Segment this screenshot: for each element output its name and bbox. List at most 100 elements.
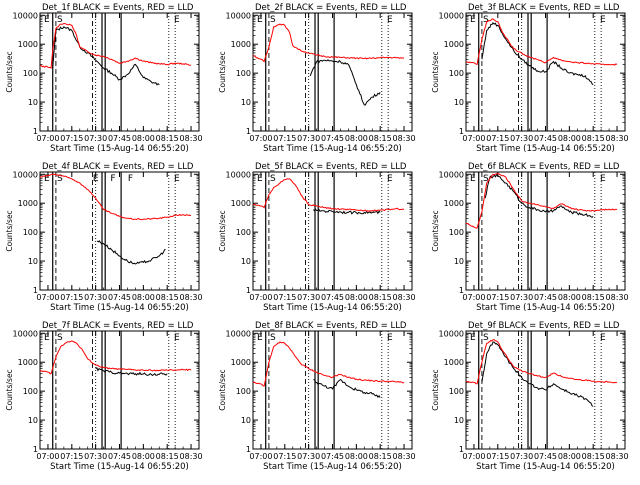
x-tick-label: 08:30 <box>180 134 203 143</box>
y-tick-label: 10000 <box>226 170 251 179</box>
x-axis-label: Start Time (15-Aug-14 06:55:20) <box>476 144 615 154</box>
y-tick-label: 1000 <box>18 40 38 49</box>
x-tick-label: 08:15 <box>156 452 179 461</box>
panel-title: Det_9f BLACK = Events, RED = LLD <box>468 321 620 331</box>
y-tick-label: 10000 <box>226 329 251 338</box>
x-tick-label: 07:30 <box>84 134 107 143</box>
y-tick-label: 10 <box>241 257 251 266</box>
y-tick-label: 1000 <box>231 358 251 367</box>
x-tick-label: 08:00 <box>132 134 155 143</box>
y-tick-label: 1 <box>246 286 251 295</box>
x-tick-label: 07:45 <box>534 452 557 461</box>
x-tick-label: 08:30 <box>393 452 416 461</box>
y-axis-label: Counts/sec <box>431 369 440 410</box>
x-axis-label: Start Time (15-Aug-14 06:55:20) <box>263 303 402 313</box>
panel-title: Det_8f BLACK = Events, RED = LLD <box>255 321 407 331</box>
y-tick-label: 100 <box>236 387 251 396</box>
top-marker-label: S <box>57 174 63 184</box>
plot-frame <box>252 171 413 291</box>
x-axis-label: Start Time (15-Aug-14 06:55:20) <box>476 303 615 313</box>
x-tick-label: 07:30 <box>510 134 533 143</box>
y-tick-label: 10000 <box>226 11 251 20</box>
x-tick-label: 08:00 <box>345 134 368 143</box>
x-tick-label: 07:00 <box>462 134 485 143</box>
y-axis-label: Counts/sec <box>431 210 440 251</box>
y-tick-label: 1000 <box>18 199 38 208</box>
x-tick-label: 07:30 <box>84 452 107 461</box>
y-tick-label: 1000 <box>231 199 251 208</box>
x-tick-label: 08:30 <box>180 452 203 461</box>
top-marker-label: S <box>57 15 63 25</box>
x-tick-label: 08:30 <box>606 134 629 143</box>
y-tick-label: 10 <box>454 98 464 107</box>
y-tick-label: 100 <box>449 387 464 396</box>
y-tick-label: 1 <box>33 127 38 136</box>
top-marker-label: E <box>600 333 606 343</box>
y-axis-label: Counts/sec <box>218 51 227 92</box>
x-tick-label: 07:30 <box>510 452 533 461</box>
y-tick-label: 10000 <box>439 329 464 338</box>
y-tick-label: 10 <box>454 416 464 425</box>
x-tick-label: 07:15 <box>60 452 83 461</box>
top-marker-label: E <box>174 15 180 25</box>
x-tick-label: 08:15 <box>369 293 392 302</box>
panel-title: Det_6f BLACK = Events, RED = LLD <box>468 162 620 172</box>
events-series-line <box>481 341 594 407</box>
x-tick-label: 08:00 <box>132 452 155 461</box>
y-tick-label: 100 <box>449 69 464 78</box>
x-tick-label: 08:00 <box>345 452 368 461</box>
y-tick-label: 1000 <box>444 199 464 208</box>
top-marker-label: E <box>44 333 50 343</box>
y-tick-label: 100 <box>23 228 38 237</box>
x-tick-label: 07:00 <box>36 452 59 461</box>
y-tick-label: 1000 <box>444 358 464 367</box>
x-axis-label: Start Time (15-Aug-14 06:55:20) <box>50 303 189 313</box>
x-tick-label: 07:45 <box>534 293 557 302</box>
x-tick-label: 07:00 <box>249 293 272 302</box>
x-tick-label: 07:15 <box>273 293 296 302</box>
top-marker-label: E <box>93 174 99 184</box>
events-series-line <box>313 379 381 398</box>
y-axis-label: Counts/sec <box>5 210 14 251</box>
x-tick-label: 07:15 <box>273 134 296 143</box>
x-tick-label: 07:45 <box>321 293 344 302</box>
x-axis-label: Start Time (15-Aug-14 06:55:20) <box>50 462 189 472</box>
top-marker-label: E <box>174 333 180 343</box>
events-series-line <box>484 173 594 218</box>
top-marker-label: E <box>257 15 263 25</box>
x-tick-label: 07:00 <box>462 452 485 461</box>
top-marker-label: E <box>387 333 393 343</box>
x-tick-label: 07:45 <box>108 452 131 461</box>
lld-series-line <box>465 339 618 385</box>
y-tick-label: 1 <box>33 286 38 295</box>
top-marker-label: S <box>57 333 63 343</box>
x-tick-label: 07:15 <box>486 293 509 302</box>
x-axis-label: Start Time (15-Aug-14 06:55:20) <box>476 462 615 472</box>
y-tick-label: 10000 <box>439 170 464 179</box>
top-marker-label: S <box>270 15 276 25</box>
y-tick-label: 1 <box>246 127 251 136</box>
x-tick-label: 07:00 <box>36 134 59 143</box>
x-tick-label: 07:15 <box>273 452 296 461</box>
plot-frame <box>39 171 200 291</box>
x-axis-label: Start Time (15-Aug-14 06:55:20) <box>263 462 402 472</box>
y-tick-label: 10 <box>454 257 464 266</box>
top-marker-label: E <box>387 174 393 184</box>
x-tick-label: 07:45 <box>534 134 557 143</box>
x-tick-label: 08:15 <box>582 134 605 143</box>
top-marker-label: E <box>257 333 263 343</box>
events-series-line <box>52 26 160 86</box>
y-tick-label: 1 <box>459 286 464 295</box>
y-tick-label: 1 <box>459 127 464 136</box>
x-tick-label: 07:30 <box>297 293 320 302</box>
plot-frame <box>39 330 200 450</box>
x-tick-label: 07:45 <box>108 134 131 143</box>
